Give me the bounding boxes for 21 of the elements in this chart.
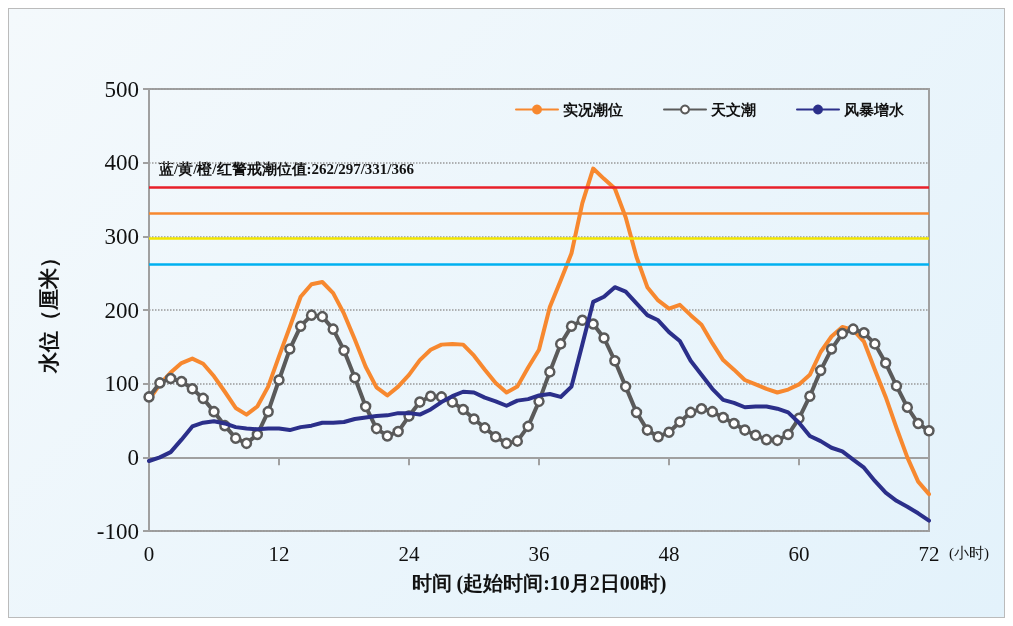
x-tick-label: 12 xyxy=(268,541,290,566)
x-tick-label: 48 xyxy=(658,541,680,566)
y-tick-label: 0 xyxy=(127,444,139,470)
legend-label: 风暴增水 xyxy=(843,101,905,118)
x-tick-label: 36 xyxy=(528,541,550,566)
x-axis-title: 时间 (起始时间:10月2日00时) xyxy=(411,572,667,595)
x-tick-label: 0 xyxy=(143,541,155,566)
y-tick-label: 100 xyxy=(104,371,139,397)
legend-label: 实况潮位 xyxy=(563,100,623,118)
x-tick-label: 60 xyxy=(788,541,810,566)
y-tick-label: 400 xyxy=(104,150,139,176)
y-tick-label: 300 xyxy=(104,223,139,249)
y-tick-label: -100 xyxy=(96,518,139,544)
y-axis-title: 水位（厘米） xyxy=(36,247,61,374)
text: (小时) xyxy=(949,544,989,562)
y-tick-label: 200 xyxy=(104,297,139,323)
annotation: 蓝/黄/橙/红警戒潮位值:262/297/331/366 xyxy=(158,160,415,177)
x-tick-label: 72 xyxy=(918,541,940,566)
x-tick-label: 24 xyxy=(398,541,420,566)
legend-label: 天文潮 xyxy=(710,101,756,118)
y-tick-label: 500 xyxy=(104,76,139,102)
